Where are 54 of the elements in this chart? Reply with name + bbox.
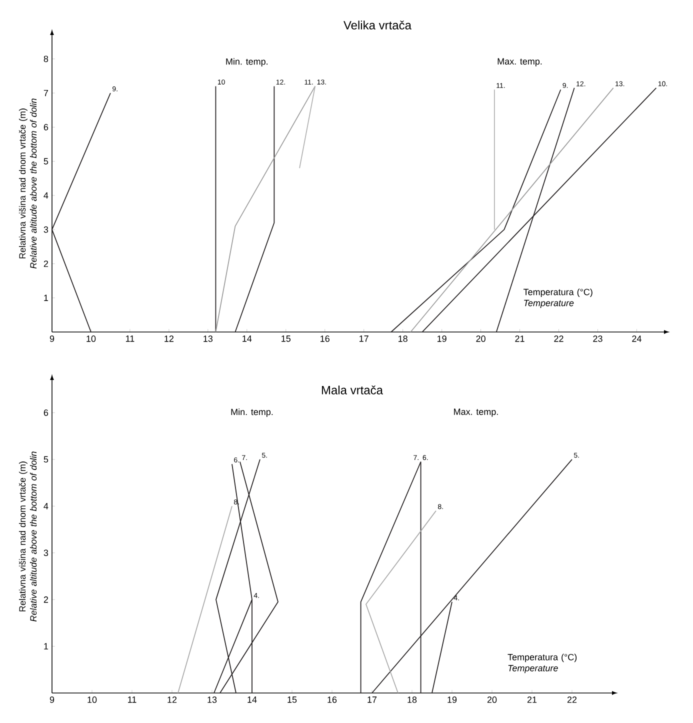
y-tick-label: 4 <box>44 503 48 510</box>
x-tick-label: 20 <box>487 696 497 703</box>
x-tick-label: 15 <box>282 336 291 342</box>
y-tick-label: 2 <box>44 260 48 267</box>
x-tick-label: 14 <box>242 336 252 342</box>
x-tick-label: 17 <box>360 336 368 342</box>
x-tick-label: 23 <box>593 336 602 342</box>
chart-title: Velika vrtača <box>344 20 412 30</box>
y-tick-label: 4 <box>44 192 48 199</box>
x-tick-label: 12 <box>168 696 177 703</box>
chart-title: Mala vrtača <box>322 386 383 394</box>
y-tick-label: 3 <box>44 550 48 556</box>
x-tick-label: 13 <box>204 336 213 342</box>
x-tick-label: 13 <box>208 696 217 703</box>
y-tick-label: 7 <box>44 90 48 96</box>
x-axis-title: Temperatura (°C) Temperature <box>524 288 592 308</box>
y-tick-label: 5 <box>44 158 48 164</box>
x-tick-label: 18 <box>398 336 408 342</box>
x-tick-label: 10 <box>86 336 96 342</box>
x-tick-label: 24 <box>632 336 642 342</box>
x-tick-label: 11 <box>128 696 136 703</box>
x-tick-label: 22 <box>567 696 577 703</box>
x-tick-label: 21 <box>515 336 524 342</box>
x-axis-title: Temperatura (°C) Temperature <box>508 654 577 674</box>
x-tick-label: 10 <box>88 696 97 703</box>
x-tick-label: 19 <box>448 696 457 703</box>
y-tick-label: 5 <box>44 456 48 463</box>
x-tick-label: 14 <box>248 696 257 703</box>
annotation: Max. temp. <box>498 58 542 66</box>
x-tick-label: 16 <box>320 336 330 342</box>
x-tick-label: 19 <box>437 336 446 342</box>
y-axis-title: Relativna višina nad dnom vrtače (m) Relative altitude above the bottom of dolin <box>18 98 37 269</box>
y-axis-title: Relativna višina nad dnom vrtače (m) Relative altitude above the bottom of dolin <box>18 452 37 622</box>
y-tick-label: 2 <box>44 596 48 603</box>
x-tick-label: 15 <box>288 696 297 703</box>
x-tick-label: 18 <box>408 696 417 703</box>
y-tick-label: 1 <box>44 294 48 301</box>
x-tick-label: 17 <box>368 696 377 703</box>
y-tick-label: 1 <box>44 643 48 650</box>
x-tick-label: 9 <box>50 696 54 703</box>
x-tick-label: 20 <box>476 336 486 342</box>
y-tick-label: 6 <box>44 124 48 130</box>
annotation: Min. temp. <box>231 408 273 417</box>
y-tick-label: 6 <box>44 410 48 416</box>
x-tick-label: 9 <box>50 336 54 342</box>
x-tick-label: 11 <box>126 336 134 342</box>
x-tick-label: 16 <box>328 696 337 703</box>
x-tick-label: 21 <box>527 696 537 703</box>
annotation: Min. temp. <box>226 58 268 67</box>
x-tick-label: 22 <box>554 336 564 342</box>
x-tick-label: 12 <box>164 336 174 342</box>
y-tick-label: 8 <box>44 56 48 62</box>
annotation: Max. temp. <box>454 408 498 417</box>
y-tick-label: 3 <box>44 226 48 233</box>
